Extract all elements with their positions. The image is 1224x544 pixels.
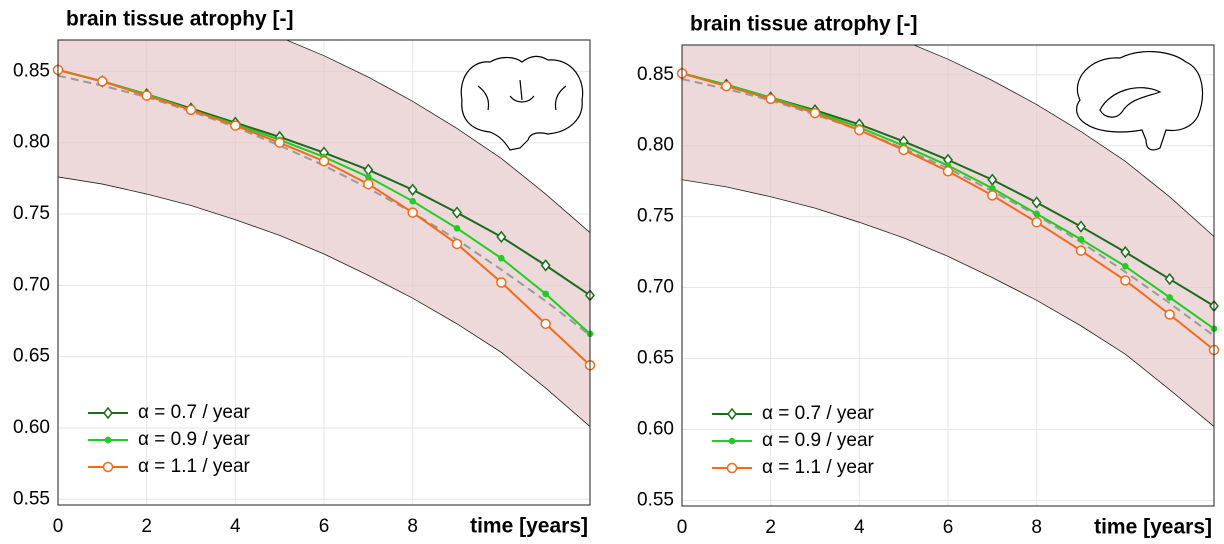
point: [1166, 294, 1173, 301]
point: [1120, 275, 1131, 286]
point: [230, 120, 241, 131]
point: [453, 224, 461, 232]
x-axis-label: time [years]: [1094, 516, 1212, 539]
legend-label: α = 0.9 / year: [762, 430, 875, 451]
legend-marker: [103, 406, 113, 420]
legend-label: α = 0.7 / year: [762, 403, 875, 424]
y-tick-label: 0.70: [13, 274, 50, 295]
brain-icon-sagittal: [1076, 51, 1204, 151]
brain-icon-coronal: [460, 55, 584, 151]
y-tick-label: 0.75: [13, 203, 50, 224]
x-tick-label: 0: [677, 517, 688, 538]
legend-marker: [104, 436, 112, 444]
chart-title: brain tissue atrophy [-]: [690, 13, 918, 36]
point: [540, 259, 551, 272]
point: [363, 178, 374, 190]
y-tick-label: 0.60: [637, 418, 674, 439]
point: [1120, 245, 1131, 259]
band-edge: [912, 45, 1214, 237]
point: [1031, 196, 1042, 209]
point: [318, 155, 330, 167]
y-tick-label: 0.55: [13, 488, 50, 509]
point: [1075, 245, 1087, 256]
y-tick-label: 0.85: [13, 60, 50, 81]
x-tick-label: 6: [943, 517, 954, 538]
point: [1164, 272, 1175, 286]
x-tick-label: 8: [1031, 517, 1042, 538]
x-tick-label: 4: [230, 516, 241, 537]
y-tick-label: 0.60: [13, 417, 50, 438]
band-edge: [682, 179, 1214, 427]
point: [1122, 262, 1129, 270]
point: [1164, 309, 1175, 320]
point: [141, 90, 152, 101]
x-tick-label: 2: [765, 517, 776, 538]
plot-frame: [681, 44, 1215, 507]
point: [1033, 210, 1040, 218]
point: [987, 173, 998, 186]
point: [765, 93, 776, 105]
x-tick-label: 2: [141, 516, 152, 537]
point: [97, 76, 108, 87]
y-tick-label: 0.75: [637, 206, 674, 227]
point: [451, 238, 463, 250]
point: [498, 254, 505, 262]
point: [496, 230, 507, 244]
point: [854, 124, 865, 136]
legend-label: α = 1.1 / year: [138, 456, 251, 477]
y-tick-label: 0.80: [637, 135, 674, 156]
point: [542, 290, 549, 298]
point: [452, 206, 462, 219]
point: [274, 137, 285, 148]
point: [898, 144, 909, 156]
point: [942, 165, 954, 177]
y-tick-label: 0.85: [637, 64, 674, 85]
point: [721, 80, 732, 92]
point: [407, 207, 418, 218]
legend-label: α = 0.7 / year: [138, 402, 251, 423]
legend-marker: [727, 407, 737, 421]
x-tick-label: 4: [854, 517, 865, 538]
point: [409, 197, 416, 205]
legend-marker: [726, 462, 738, 474]
point: [1077, 236, 1085, 243]
plot-frame: [57, 39, 591, 506]
y-tick-label: 0.65: [637, 347, 674, 368]
y-tick-label: 0.55: [637, 489, 674, 510]
point: [809, 107, 821, 119]
point: [1031, 217, 1042, 228]
x-axis-label: time [years]: [470, 515, 588, 538]
y-tick-label: 0.80: [13, 132, 50, 153]
point: [407, 183, 418, 196]
legend-label: α = 1.1 / year: [762, 457, 875, 478]
x-tick-label: 6: [319, 516, 330, 537]
band-edge: [285, 40, 590, 233]
point: [496, 277, 507, 288]
x-tick-label: 0: [53, 516, 64, 537]
point: [185, 104, 197, 116]
x-tick-label: 8: [407, 516, 418, 537]
legend-marker: [728, 437, 736, 445]
y-tick-label: 0.65: [13, 346, 50, 367]
point: [540, 318, 551, 330]
brain-icons: [460, 51, 1204, 151]
point: [987, 190, 998, 201]
band-area: [58, 40, 590, 427]
point: [1076, 220, 1086, 233]
chart-title: brain tissue atrophy [-]: [66, 8, 294, 31]
legend-marker: [102, 461, 114, 473]
y-tick-label: 0.70: [637, 277, 674, 298]
legend-label: α = 0.9 / year: [138, 429, 251, 450]
band-edge: [58, 176, 590, 427]
band-area: [682, 45, 1214, 427]
